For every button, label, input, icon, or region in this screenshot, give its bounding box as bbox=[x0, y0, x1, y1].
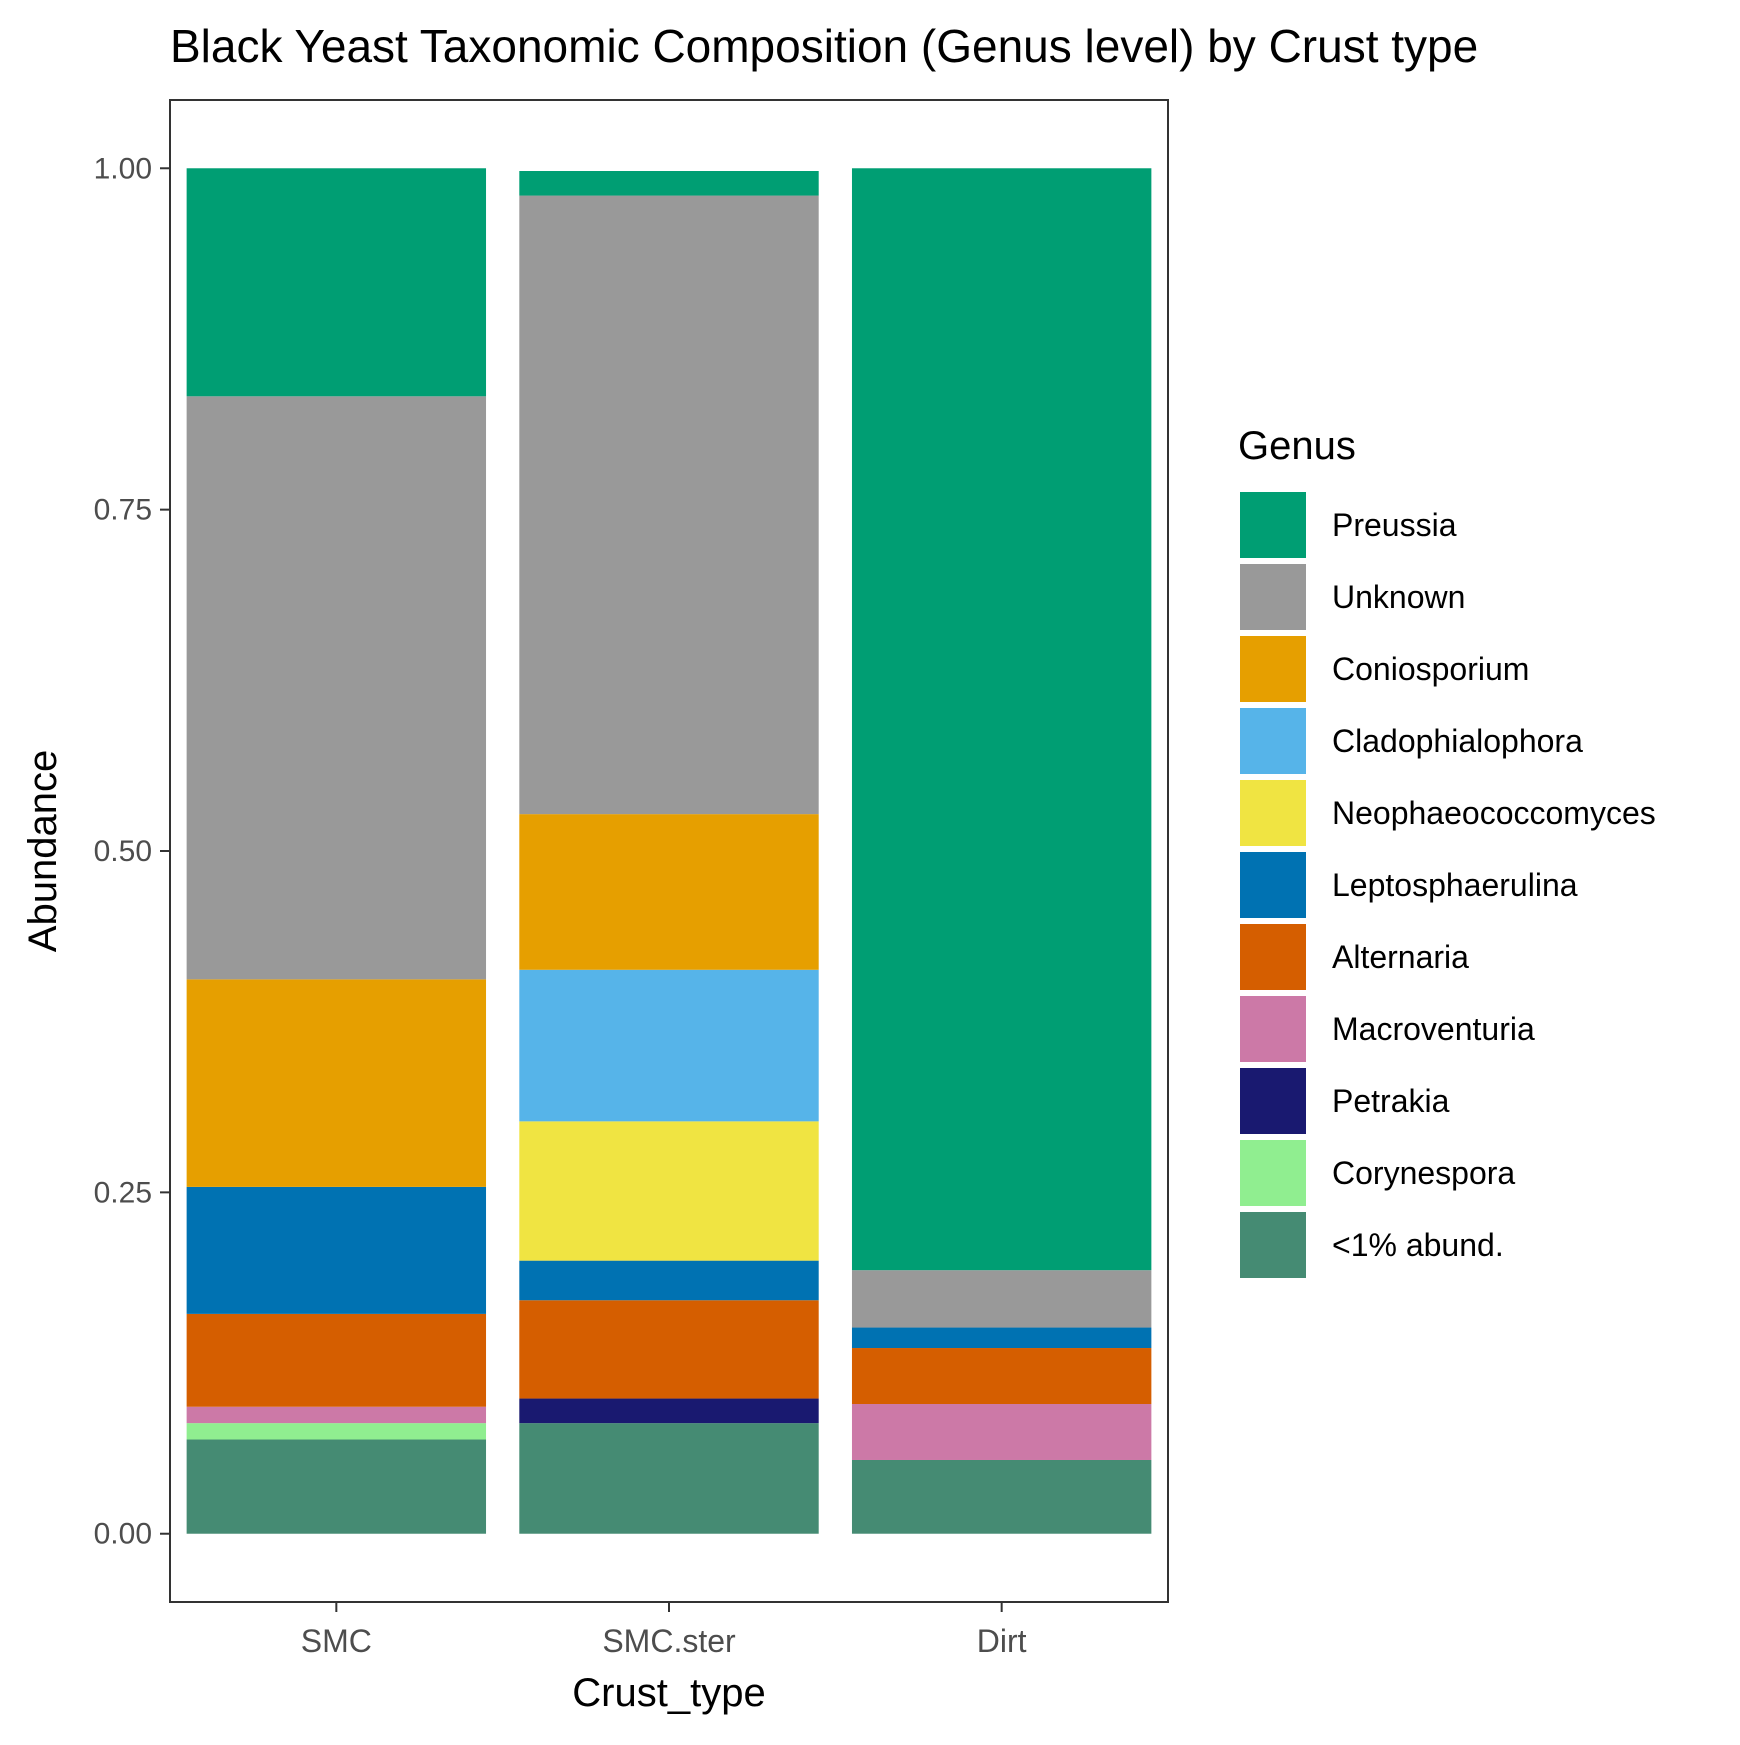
y-axis: 0.00 0.25 0.50 0.75 1.00 bbox=[94, 152, 170, 1551]
x-axis-label: Crust_type bbox=[572, 1671, 765, 1715]
legend-key bbox=[1240, 780, 1306, 846]
legend-items: Preussia Unknown Coniosporium Cladophialoph… bbox=[1240, 492, 1656, 1278]
y-tick-label: 1.00 bbox=[94, 152, 152, 185]
legend: Genus Preussia Unknown Coniosporium Cladoph… bbox=[1238, 424, 1656, 1278]
x-tick-label: Dirt bbox=[977, 1623, 1027, 1659]
legend-label: Cladophialophora bbox=[1332, 723, 1583, 759]
bar-segment bbox=[851, 168, 1152, 1271]
legend-key bbox=[1240, 564, 1306, 630]
legend-key bbox=[1240, 924, 1306, 990]
bar-segment bbox=[186, 979, 487, 1187]
legend-label: Petrakia bbox=[1332, 1083, 1450, 1119]
x-tick-label: SMC.ster bbox=[602, 1623, 736, 1659]
bar-segment bbox=[851, 1327, 1152, 1349]
bar-segment bbox=[519, 1423, 819, 1534]
y-tick-label: 0.50 bbox=[94, 835, 152, 868]
legend-label: Alternaria bbox=[1332, 939, 1469, 975]
bar-segment bbox=[851, 1404, 1152, 1460]
y-tick-label: 0.00 bbox=[94, 1518, 152, 1551]
bar-segment bbox=[851, 1348, 1152, 1405]
bar-segment bbox=[519, 1300, 819, 1399]
bar-segment bbox=[519, 1398, 819, 1424]
bar-segment bbox=[519, 1260, 819, 1301]
bar-segment bbox=[186, 1186, 487, 1314]
legend-key bbox=[1240, 636, 1306, 702]
y-axis-label: Abundance bbox=[21, 750, 65, 952]
bar-segment bbox=[186, 1313, 487, 1407]
legend-label: Corynespora bbox=[1332, 1155, 1515, 1191]
legend-label: Unknown bbox=[1332, 579, 1465, 615]
bar-segment bbox=[186, 1406, 487, 1424]
bar-segment bbox=[186, 1423, 487, 1440]
legend-title: Genus bbox=[1238, 424, 1356, 468]
legend-label: Macroventuria bbox=[1332, 1011, 1535, 1047]
legend-label: Coniosporium bbox=[1332, 651, 1529, 687]
legend-key bbox=[1240, 996, 1306, 1062]
legend-key bbox=[1240, 1068, 1306, 1134]
y-tick-label: 0.75 bbox=[94, 494, 152, 527]
bar-segment bbox=[851, 1459, 1152, 1534]
legend-key bbox=[1240, 492, 1306, 558]
legend-key bbox=[1240, 1212, 1306, 1278]
legend-label: Preussia bbox=[1332, 507, 1457, 543]
legend-label: Leptosphaerulina bbox=[1332, 867, 1578, 903]
bar-segment bbox=[186, 168, 487, 397]
y-tick-label: 0.25 bbox=[94, 1176, 152, 1209]
bar-segment bbox=[519, 969, 819, 1122]
legend-key bbox=[1240, 852, 1306, 918]
bar-segment bbox=[519, 171, 819, 196]
legend-label: <1% abund. bbox=[1332, 1227, 1504, 1263]
x-axis: SMC SMC.ster Dirt bbox=[301, 1602, 1027, 1659]
bar-segment bbox=[519, 1121, 819, 1261]
chart-title: Black Yeast Taxonomic Composition (Genus… bbox=[170, 20, 1478, 72]
bars bbox=[186, 168, 1152, 1534]
legend-key bbox=[1240, 1140, 1306, 1206]
legend-key bbox=[1240, 708, 1306, 774]
bar-segment bbox=[186, 1439, 487, 1534]
x-tick-label: SMC bbox=[301, 1623, 372, 1659]
bar-segment bbox=[186, 396, 487, 980]
bar-segment bbox=[519, 814, 819, 970]
legend-label: Neophaeococcomyces bbox=[1332, 795, 1656, 831]
bar-segment bbox=[851, 1270, 1152, 1328]
bar-segment bbox=[519, 195, 819, 815]
